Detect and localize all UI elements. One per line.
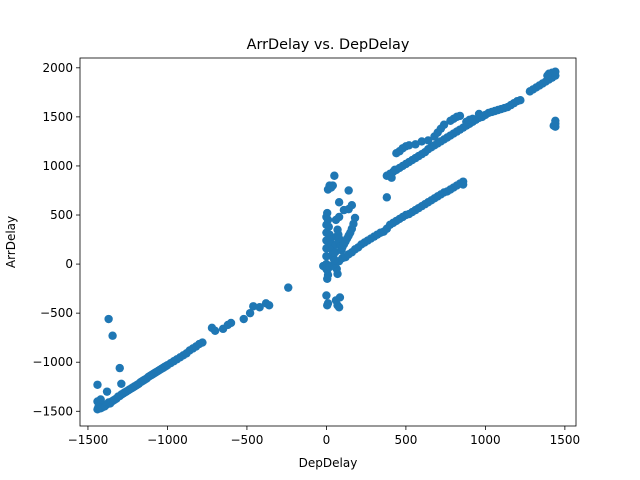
data-point [334, 198, 344, 207]
data-point [104, 314, 113, 324]
axes-frame [79, 57, 577, 427]
y-tick-label: 0 [65, 257, 73, 271]
data-point [474, 109, 484, 119]
data-point [115, 363, 124, 373]
x-axis-ticks: −1500 −1000 −500 0 500 1000 1500 [68, 426, 580, 447]
x-tick-label: −1500 [68, 433, 109, 447]
data-point [347, 201, 357, 210]
data-point [334, 303, 344, 312]
x-tick-label: 500 [394, 433, 417, 447]
data-point [255, 303, 264, 312]
data-point [108, 331, 117, 340]
data-point [249, 302, 258, 311]
data-point [117, 379, 126, 388]
data-point [330, 171, 339, 180]
data-point [335, 293, 345, 302]
data-point [324, 222, 333, 231]
data-point [382, 193, 392, 202]
data-point [439, 120, 449, 129]
y-tick-label: −1500 [32, 404, 73, 418]
data-point [516, 96, 525, 105]
y-axis-label: ArrDelay [4, 216, 18, 268]
data-point [284, 283, 293, 292]
data-point [334, 212, 344, 222]
data-point [239, 314, 248, 324]
data-point [210, 326, 220, 336]
data-point [330, 255, 339, 265]
data-point [245, 308, 255, 318]
data-point [323, 215, 333, 225]
data-point [96, 395, 105, 404]
x-axis-label: DepDelay [299, 456, 358, 470]
data-point [93, 380, 102, 389]
data-point [323, 299, 333, 308]
data-point [468, 114, 477, 124]
data-point [322, 252, 331, 261]
data-point [322, 291, 331, 300]
y-tick-label: −500 [40, 306, 73, 320]
y-tick-label: −1000 [32, 355, 73, 369]
x-tick-label: 1000 [470, 433, 501, 447]
data-point [102, 387, 112, 396]
data-point [458, 180, 468, 189]
data-point [323, 208, 332, 218]
x-tick-label: −1000 [147, 433, 188, 447]
data-point [323, 274, 332, 283]
data-point [411, 140, 420, 149]
data-point [423, 136, 433, 145]
data-point [549, 121, 558, 130]
y-axis-ticks: −1500 −1000 −500 0 500 1000 1500 2000 [32, 61, 80, 418]
x-tick-label: 1500 [550, 433, 581, 447]
chart-title: ArrDelay vs. DepDelay [247, 37, 410, 53]
data-point [404, 141, 414, 150]
data-point [344, 186, 353, 195]
data-point [543, 71, 552, 80]
data-point [417, 137, 426, 146]
data-point [226, 318, 236, 328]
data-point [330, 248, 340, 257]
y-tick-label: 1000 [42, 159, 73, 173]
data-point [326, 183, 336, 192]
x-tick-label: 0 [323, 433, 331, 447]
data-point [455, 111, 465, 121]
data-point [264, 301, 274, 310]
y-tick-label: 500 [50, 208, 73, 222]
data-point [198, 338, 207, 347]
data-point [350, 213, 360, 223]
x-tick-label: −500 [230, 433, 263, 447]
y-tick-label: 1500 [42, 110, 73, 124]
scatter-points [93, 67, 560, 414]
y-tick-label: 2000 [42, 61, 73, 75]
